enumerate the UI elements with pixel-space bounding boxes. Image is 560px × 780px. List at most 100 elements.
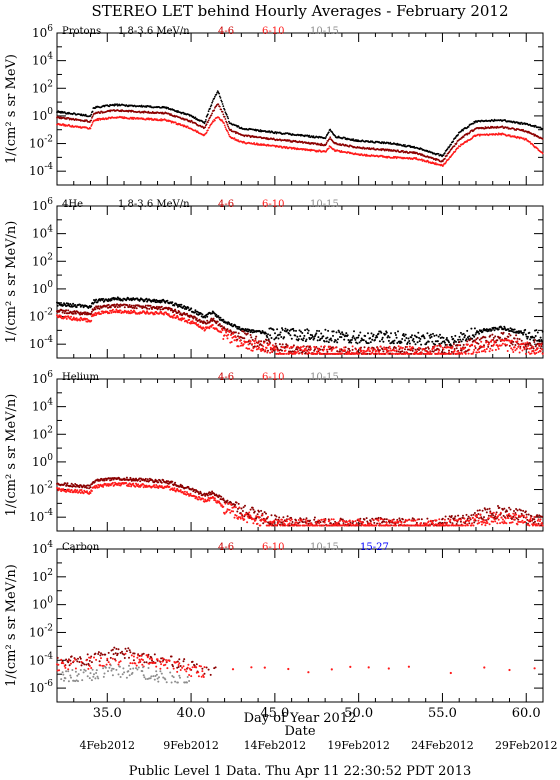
data-point: [374, 339, 376, 341]
y-tick-label: 10-4: [29, 335, 53, 351]
data-point: [383, 518, 386, 521]
data-point: [153, 313, 156, 316]
data-point: [473, 348, 476, 351]
data-point: [540, 343, 543, 346]
data-point: [223, 124, 226, 127]
data-point: [222, 338, 225, 340]
data-point: [325, 141, 328, 144]
data-point: [254, 339, 257, 342]
data-point: [268, 343, 271, 346]
data-point: [226, 499, 229, 502]
data-point: [437, 153, 440, 155]
data-point: [347, 339, 350, 341]
data-point: [458, 341, 461, 343]
data-point: [427, 340, 430, 343]
data-point: [234, 503, 237, 506]
data-point: [283, 352, 286, 355]
data-point: [224, 329, 227, 332]
data-point: [418, 340, 421, 343]
data-point: [116, 103, 118, 105]
data-point: [524, 333, 527, 336]
data-point: [527, 351, 530, 354]
data-point: [286, 328, 289, 331]
data-point: [91, 110, 94, 113]
data-point: [249, 508, 252, 511]
data-point: [207, 110, 210, 113]
data-point: [389, 141, 392, 144]
data-point: [256, 513, 259, 516]
data-point: [430, 352, 433, 355]
data-point: [171, 301, 174, 304]
data-point: [500, 344, 503, 347]
data-point: [415, 336, 418, 339]
data-point: [218, 323, 221, 326]
data-point: [532, 350, 535, 352]
data-point: [237, 502, 240, 505]
data-point: [351, 345, 354, 348]
data-point: [377, 516, 380, 519]
data-point: [302, 339, 304, 342]
data-point: [274, 131, 277, 133]
data-point: [385, 518, 388, 521]
data-point: [65, 309, 68, 312]
data-point: [110, 311, 113, 314]
data-point: [541, 152, 544, 155]
data-point: [524, 328, 527, 331]
data-point: [307, 522, 310, 525]
data-point: [331, 131, 334, 134]
data-point: [402, 149, 404, 152]
data-point: [96, 117, 99, 120]
data-point: [396, 142, 399, 145]
data-point: [99, 112, 102, 114]
data-point: [323, 340, 326, 343]
data-point: [416, 341, 419, 344]
data-point: [414, 348, 417, 351]
data-point: [236, 510, 239, 513]
data-point: [516, 340, 519, 343]
data-point: [200, 492, 202, 495]
data-point: [506, 126, 509, 129]
data-point: [207, 121, 209, 124]
data-point: [315, 332, 318, 335]
data-point: [221, 103, 224, 105]
data-point: [292, 327, 295, 330]
data-point: [494, 348, 497, 351]
data-point: [230, 341, 233, 343]
data-point: [474, 341, 477, 344]
data-point: [264, 349, 267, 352]
data-point: [452, 343, 455, 345]
data-point: [306, 345, 309, 348]
data-point: [314, 346, 317, 349]
data-point: [348, 348, 351, 350]
data-point: [438, 349, 441, 352]
data-point: [402, 333, 405, 335]
data-point: [203, 122, 206, 125]
data-point: [535, 329, 538, 332]
data-point: [536, 331, 539, 334]
data-point: [227, 132, 230, 134]
data-point: [188, 318, 191, 321]
data-point: [252, 508, 255, 511]
data-point: [375, 349, 378, 352]
data-point: [329, 352, 332, 355]
data-point: [174, 308, 177, 311]
data-point: [450, 143, 452, 146]
series-1-8-3-6-mev-n: [56, 90, 544, 158]
data-point: [404, 333, 407, 336]
data-point: [400, 352, 403, 355]
data-point: [494, 335, 497, 338]
data-point: [479, 345, 482, 348]
data-point: [325, 352, 328, 355]
data-point: [226, 123, 229, 126]
data-point: [529, 338, 532, 341]
data-point: [107, 303, 110, 306]
data-point: [197, 323, 200, 326]
data-point: [442, 154, 445, 157]
data-point: [173, 304, 176, 307]
data-point: [215, 322, 218, 325]
data-point: [363, 518, 366, 521]
data-point: [204, 120, 207, 123]
data-point: [211, 112, 214, 115]
legend-entry: 1.8-3.6 MeV/n: [118, 26, 190, 37]
